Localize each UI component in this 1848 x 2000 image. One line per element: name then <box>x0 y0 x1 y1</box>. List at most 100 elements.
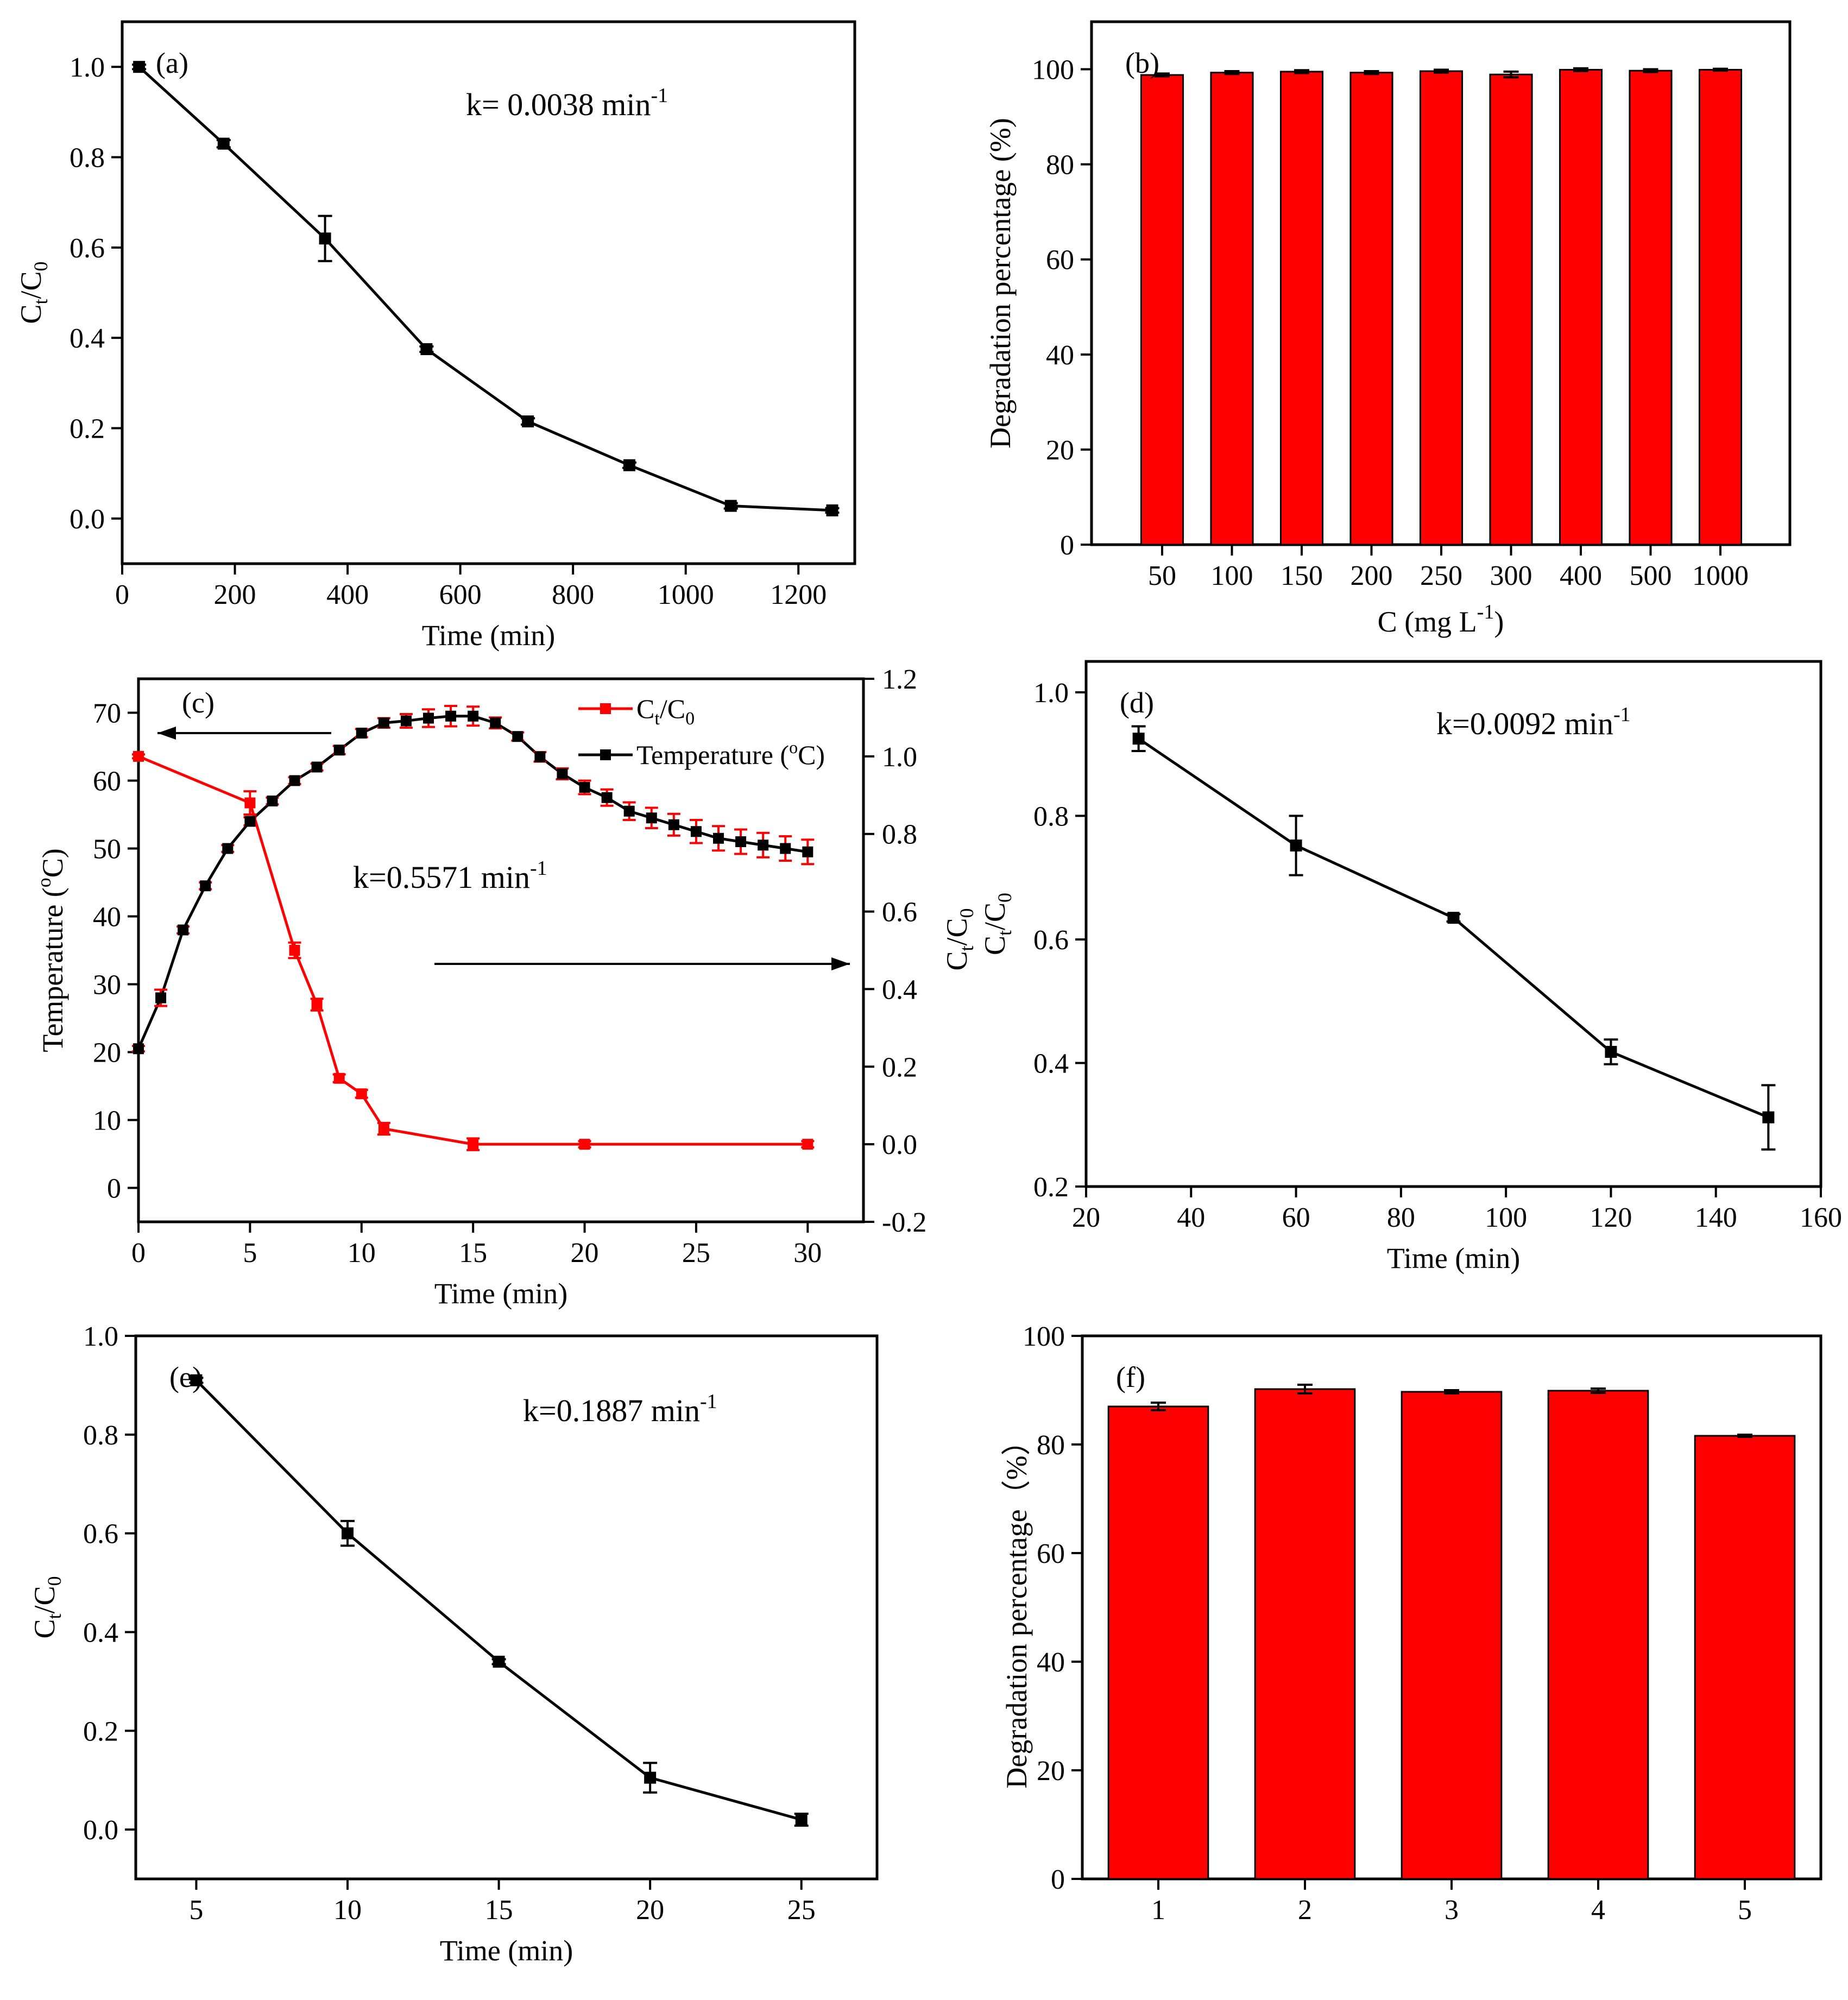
y-right-tick-label: 0.0 <box>882 1130 917 1160</box>
x-tick-label: 500 <box>1630 560 1672 591</box>
temperature-point <box>690 826 702 837</box>
x-tick-label: 10 <box>333 1895 362 1926</box>
y-left-tick-label: 70 <box>93 698 121 729</box>
y-right-label-slash-c: /C <box>941 918 973 945</box>
data-point <box>493 1656 505 1668</box>
plot-frame <box>121 20 856 565</box>
x-tick-label: 40 <box>1177 1202 1205 1233</box>
y-axis-label: Ct/C0 <box>979 893 1016 955</box>
legend-ct-c0-marker <box>600 703 611 714</box>
y-tick-label: 20 <box>1046 435 1074 466</box>
x-tick-label: 20 <box>636 1895 664 1926</box>
x-tick-label: 3 <box>1445 1895 1459 1926</box>
y-tick-label: 0.6 <box>83 1519 118 1550</box>
bar <box>1629 70 1673 546</box>
x-axis-label: C (mg L-1) <box>1378 601 1504 638</box>
x-tick-label: 1200 <box>770 579 827 610</box>
y-tick-label: 0.6 <box>70 233 105 264</box>
temperature-point <box>735 836 747 847</box>
temperature-point <box>267 796 278 806</box>
rate-constant-exponent: -1 <box>530 857 547 880</box>
bar <box>1698 68 1743 546</box>
panel-b-bar-chart: 0 20 40 60 80 100 50 100 150 200 250 300 400 500 1000 (… <box>984 20 1792 638</box>
y-label-sub-t: t <box>994 930 1016 936</box>
panel-label: (a) <box>156 47 188 79</box>
temperature-point <box>378 717 389 729</box>
bar <box>1279 71 1324 546</box>
temperature-point <box>490 717 501 729</box>
x-tick-label: 25 <box>682 1238 710 1269</box>
x-tick-label: 0 <box>131 1238 146 1269</box>
bar <box>1107 1405 1209 1880</box>
right-axis-arrow-head <box>831 957 850 970</box>
rate-constant-exponent: -1 <box>651 84 668 107</box>
x-axis-label-exponent: -1 <box>1477 601 1494 623</box>
x-tick-label: 100 <box>1485 1202 1527 1233</box>
plot-frame <box>134 1334 879 1881</box>
y-tick-label: 0.4 <box>83 1617 118 1648</box>
y-tick-label: 0.4 <box>1033 1048 1069 1079</box>
data-line <box>1138 737 1769 1119</box>
y-label-sub-t: t <box>43 1613 65 1619</box>
panel-label: (b) <box>1125 47 1159 79</box>
legend-ct-slash-c: /C <box>660 693 685 724</box>
bar <box>1419 70 1464 546</box>
y-tick-label: 1.0 <box>83 1321 118 1352</box>
temperature-point <box>601 792 613 803</box>
temperature-point <box>780 843 791 854</box>
y-tick-label: 100 <box>1023 1321 1065 1352</box>
temperature-point <box>445 710 457 722</box>
y-tick-label: 80 <box>1046 150 1074 181</box>
rate-constant-annotation: k=0.5571 min-1 <box>353 857 547 895</box>
x-tick-label: 1000 <box>1692 560 1749 591</box>
x-tick-label: 400 <box>1560 560 1602 591</box>
ct-c0-line <box>138 755 808 1146</box>
y-axis-label-text: Degradation percentage (%) <box>984 118 1017 449</box>
ct-c0-point <box>133 750 144 762</box>
y-right-tick-label: 0.6 <box>882 897 917 928</box>
data-point <box>1605 1045 1617 1058</box>
data-point <box>623 459 635 471</box>
legend-ct-c: C <box>636 693 654 724</box>
y-right-axis-label: Ct/C0 <box>941 908 977 970</box>
data-point <box>795 1813 808 1826</box>
x-tick-label: 5 <box>189 1895 203 1926</box>
y-label-sub-t: t <box>30 299 52 304</box>
ct-c0-point <box>356 1088 367 1100</box>
y-left-tick-label: 50 <box>93 834 121 865</box>
bar <box>1401 1391 1503 1880</box>
x-tick-label: 80 <box>1387 1202 1415 1233</box>
temperature-point <box>400 715 412 727</box>
temperature-point <box>178 924 189 936</box>
y-tick-label: 0.0 <box>83 1815 118 1846</box>
x-tick-label: 5 <box>1738 1895 1752 1926</box>
y-tick-label: 0.6 <box>1033 925 1069 956</box>
legend-temperature-degree: o <box>789 737 798 757</box>
rate-constant-value: k=0.5571 min <box>353 860 530 895</box>
plot-frame <box>137 677 865 1223</box>
y-tick-label: 40 <box>1037 1647 1065 1678</box>
data-point <box>319 232 331 245</box>
x-tick-label: 4 <box>1591 1895 1605 1926</box>
data-point <box>420 343 433 355</box>
y-tick-label: 0 <box>1060 530 1074 561</box>
temperature-point <box>468 710 479 722</box>
data-point <box>217 137 230 150</box>
y-tick-label: 0.4 <box>70 323 105 354</box>
legend-temperature-text: Temperature ( <box>636 740 789 770</box>
ct-c0-point <box>468 1139 479 1150</box>
y-right-label-sub-t: t <box>956 945 977 951</box>
x-tick-label: 30 <box>793 1238 822 1269</box>
x-axis-label-close: ) <box>1494 605 1504 638</box>
rate-constant-exponent: -1 <box>700 1390 717 1413</box>
y-tick-label: 1.0 <box>1033 678 1069 709</box>
data-point <box>522 415 534 428</box>
data-point <box>342 1527 354 1540</box>
temperature-point <box>244 816 256 827</box>
x-tick-label: 10 <box>348 1238 376 1269</box>
x-tick-label: 140 <box>1695 1202 1737 1233</box>
x-tick-label: 1000 <box>658 579 714 610</box>
y-label-slash-c: /C <box>15 271 47 299</box>
y-tick-label: 0.8 <box>70 143 105 174</box>
bar <box>1694 1435 1796 1880</box>
